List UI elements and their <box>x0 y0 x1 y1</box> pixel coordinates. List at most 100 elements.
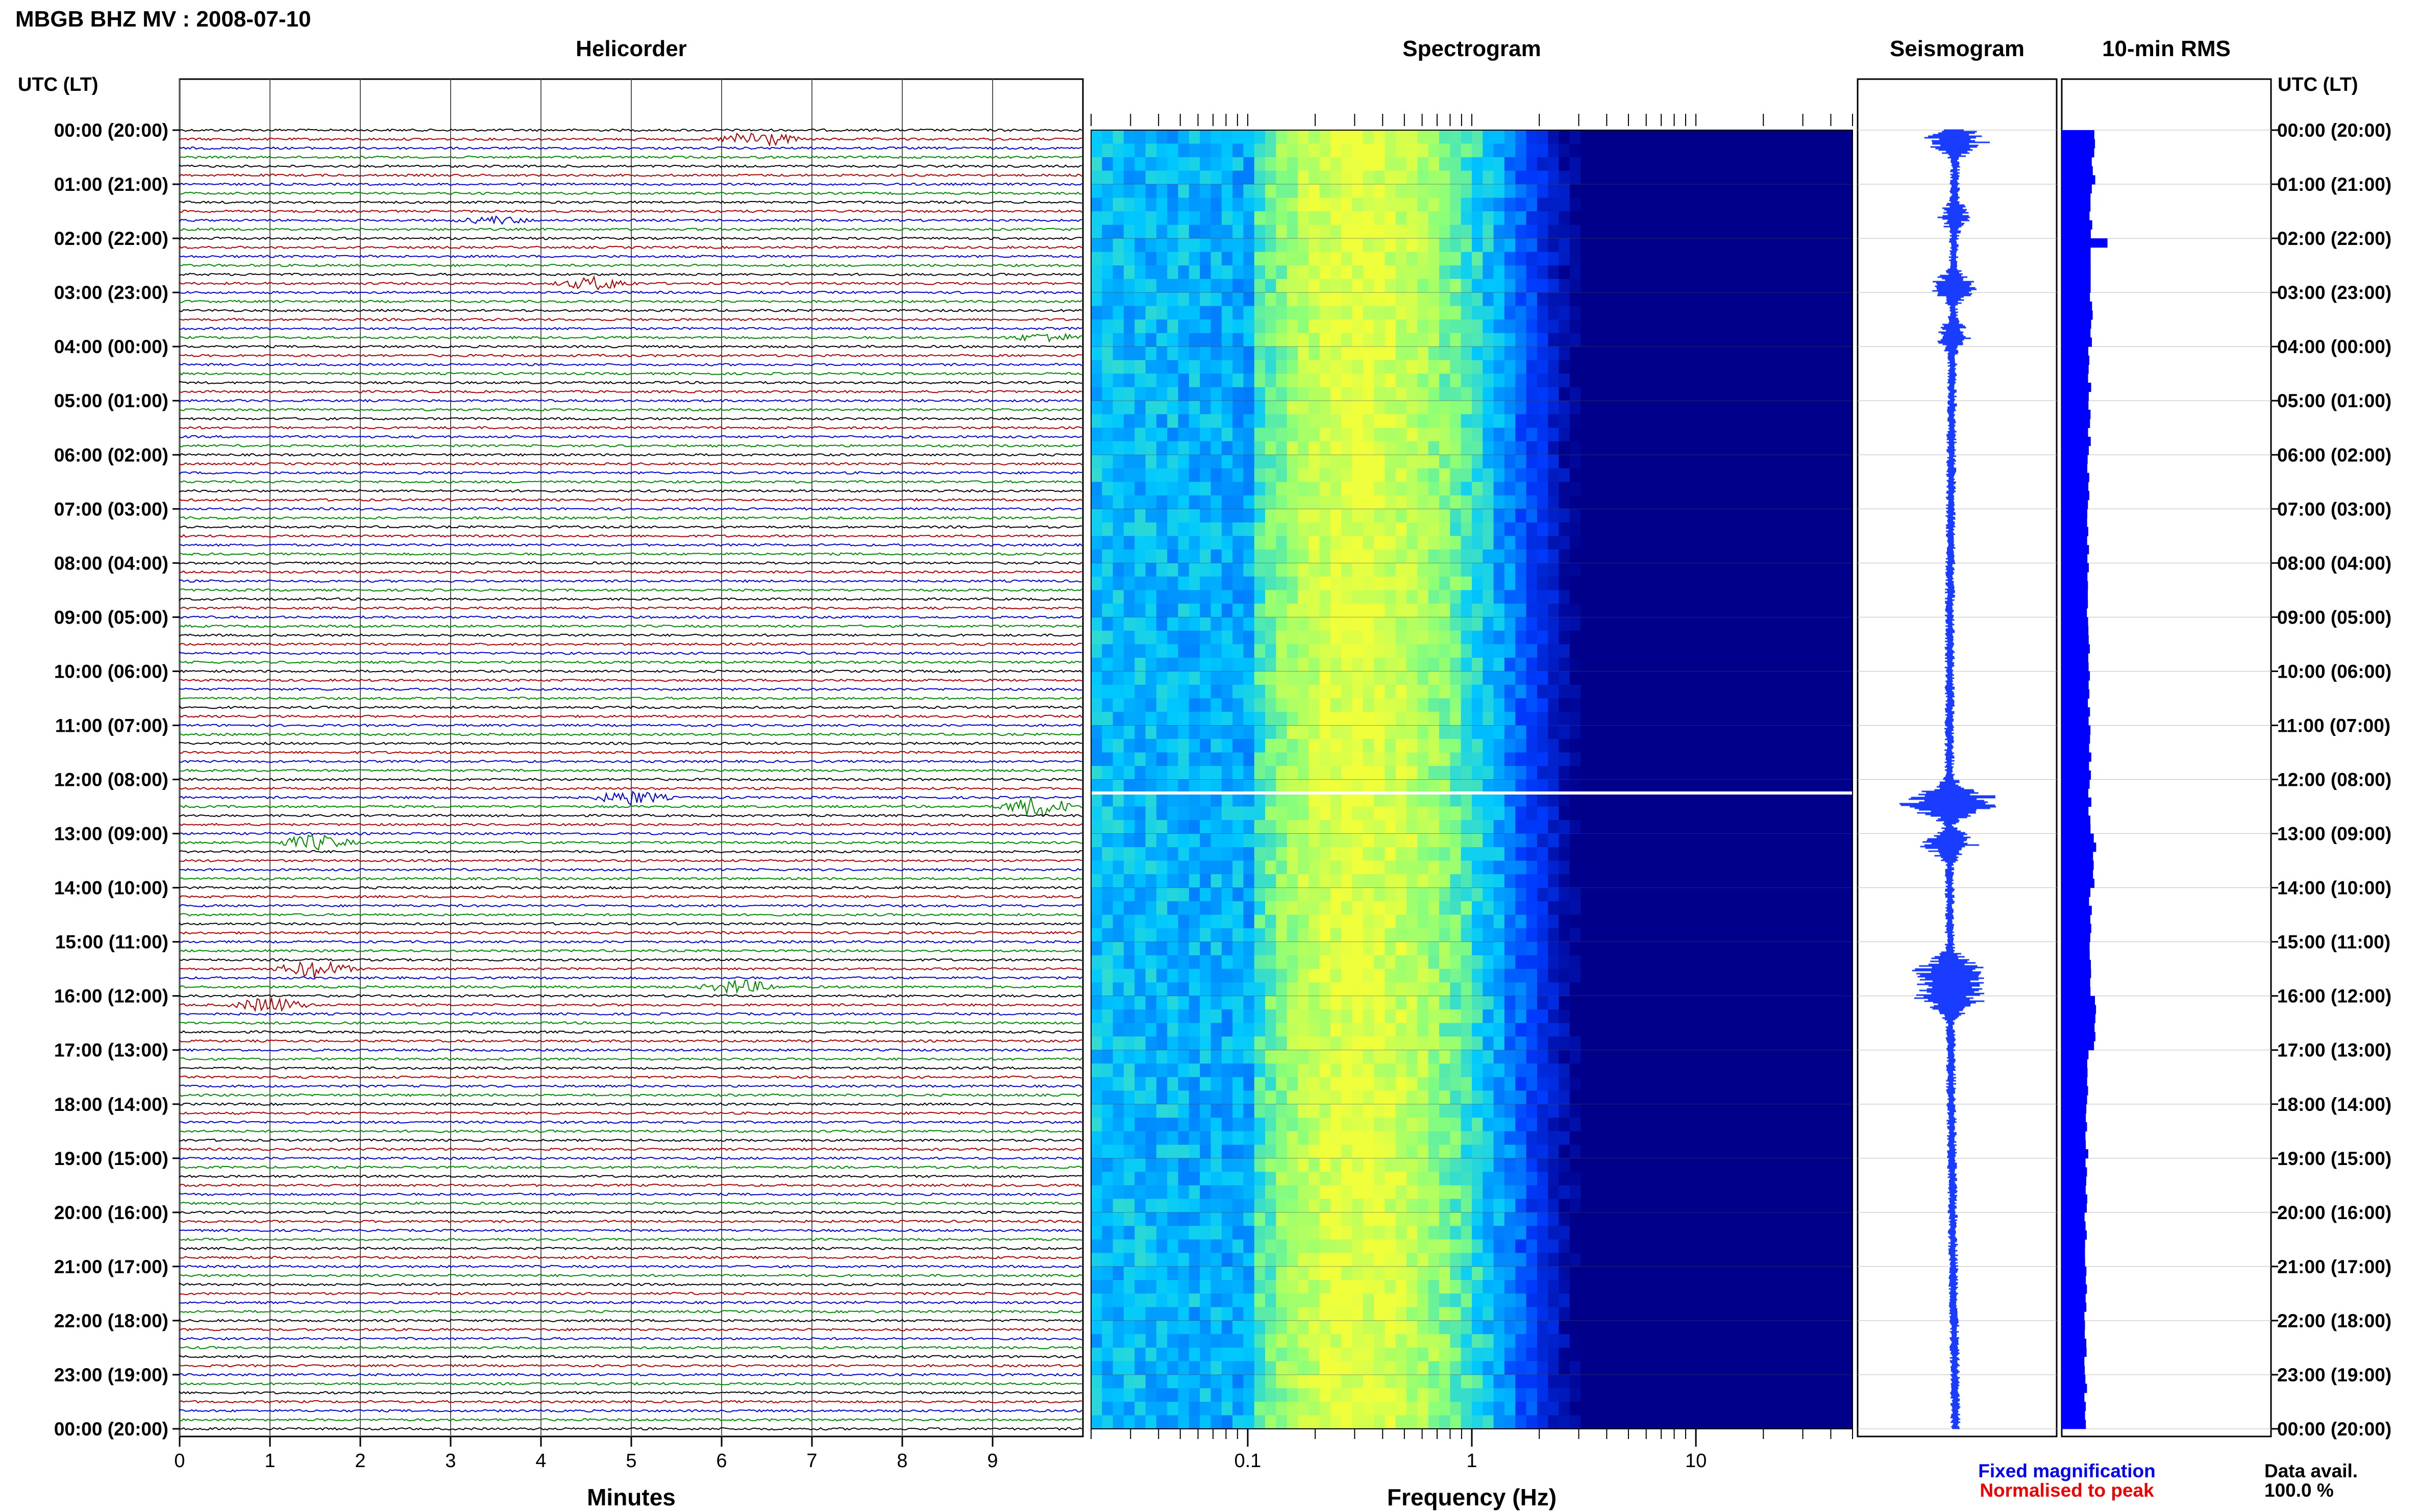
spectrogram-cell <box>1450 982 1462 997</box>
spectrogram-cell <box>1515 536 1527 550</box>
spectrogram-cell <box>1711 279 1722 293</box>
spectrogram-cell <box>1211 292 1222 307</box>
spectrogram-cell <box>1667 184 1679 199</box>
spectrogram-cell <box>1743 996 1755 1010</box>
spectrogram-cell <box>1667 387 1679 401</box>
spectrogram-cell <box>1657 711 1668 726</box>
spectrogram-cell <box>1254 684 1266 699</box>
spectrogram-cell <box>1276 617 1288 631</box>
spectrogram-cell <box>1385 211 1396 226</box>
spectrogram-cell <box>1591 1023 1603 1037</box>
spectrogram-cell <box>1559 292 1570 307</box>
spectrogram-cell <box>1537 630 1548 645</box>
spectrogram-cell <box>1537 684 1548 699</box>
spectrogram-cell <box>1591 211 1603 226</box>
spectrogram-cell <box>1178 252 1190 266</box>
spectrogram-cell <box>1374 590 1386 604</box>
spectrogram-cell <box>1395 739 1407 753</box>
spectrogram-cell <box>1265 806 1276 821</box>
spectrogram-cell <box>1363 590 1374 604</box>
spectrogram-cell <box>1113 982 1124 997</box>
spectrogram-cell <box>1211 874 1222 888</box>
spectrogram-cell <box>1581 549 1592 563</box>
spectrogram-cell <box>1319 617 1331 631</box>
spectrogram-cell <box>1515 806 1527 821</box>
spectrogram-cell <box>1341 468 1353 482</box>
spectrogram-cell <box>1309 982 1320 997</box>
spectrogram-cell <box>1472 319 1483 334</box>
spectrogram-cell <box>1395 157 1407 171</box>
spectrogram-cell <box>1276 739 1288 753</box>
spectrogram-cell <box>1276 901 1288 915</box>
spectrogram-cell <box>1483 1023 1494 1037</box>
spectrogram-cell <box>1537 1009 1548 1024</box>
spectrogram-cell <box>1113 197 1124 212</box>
spectrogram-cell <box>1831 455 1842 469</box>
spectrogram-cell <box>1733 279 1744 293</box>
spectrogram-cell <box>1309 671 1320 685</box>
spectrogram-cell <box>1722 522 1734 536</box>
spectrogram-cell <box>1743 225 1755 239</box>
spectrogram-cell <box>1417 806 1429 821</box>
spectrogram-cell <box>1548 833 1560 848</box>
spectrogram-cell <box>1569 549 1581 563</box>
spectrogram-cell <box>1722 306 1734 320</box>
spectrogram-cell <box>1211 820 1222 834</box>
spectrogram-cell <box>1493 238 1505 253</box>
spectrogram-cell <box>1776 698 1788 712</box>
spectrogram-cell <box>1472 441 1483 455</box>
spectrogram-cell <box>1689 197 1701 212</box>
spectrogram-cell <box>1417 211 1429 226</box>
spectrogram-cell <box>1363 969 1374 983</box>
spectrogram-cell <box>1298 969 1309 983</box>
spectrogram-cell <box>1798 955 1810 970</box>
spectrogram-cell <box>1657 671 1668 685</box>
spectrogram-cell <box>1787 279 1798 293</box>
spectrogram-cell <box>1483 766 1494 780</box>
spectrogram-cell <box>1461 671 1472 685</box>
spectrogram-cell <box>1374 482 1386 496</box>
spectrogram-cell <box>1363 914 1374 929</box>
spectrogram-cell <box>1145 495 1157 509</box>
spectrogram-cell <box>1689 495 1701 509</box>
spectrogram-cell <box>1352 184 1364 199</box>
spectrogram-cell <box>1689 428 1701 442</box>
spectrogram-cell <box>1646 982 1657 997</box>
spectrogram-cell <box>1123 509 1135 523</box>
spectrogram-cell <box>1461 806 1472 821</box>
spectrogram-cell <box>1569 333 1581 347</box>
spectrogram-cell <box>1363 739 1374 753</box>
spectrogram-cell <box>1167 225 1179 239</box>
spectrogram-cell <box>1374 928 1386 943</box>
spectrogram-cell <box>1178 887 1190 902</box>
spectrogram-cell <box>1569 698 1581 712</box>
spectrogram-cell <box>1472 184 1483 199</box>
spectrogram-cell <box>1820 969 1831 983</box>
spectrogram-cell <box>1330 671 1342 685</box>
spectrogram-cell <box>1178 428 1190 442</box>
spectrogram-cell <box>1395 252 1407 266</box>
spectrogram-cell <box>1395 536 1407 550</box>
spectrogram-cell <box>1211 725 1222 739</box>
spectrogram-cell <box>1113 346 1124 361</box>
spectrogram-cell <box>1526 820 1538 834</box>
spectrogram-cell <box>1700 725 1712 739</box>
spectrogram-cell <box>1667 522 1679 536</box>
spectrogram-cell <box>1319 860 1331 875</box>
spectrogram-cell <box>1798 576 1810 590</box>
helicorder-trace <box>179 850 1082 854</box>
spectrogram-cell <box>1493 468 1505 482</box>
spectrogram-cell <box>1319 1009 1331 1024</box>
spectrogram-cell <box>1428 982 1440 997</box>
spectrogram-cell <box>1167 468 1179 482</box>
spectrogram-cell <box>1265 996 1276 1010</box>
spectrogram-cell <box>1417 914 1429 929</box>
spectrogram-cell <box>1385 306 1396 320</box>
spectrogram-cell <box>1548 319 1560 334</box>
spectrogram-cell <box>1309 996 1320 1010</box>
helicorder-trace <box>179 132 1082 147</box>
spectrogram-cell <box>1646 766 1657 780</box>
spectrogram-cell <box>1591 374 1603 388</box>
spectrogram-cell <box>1559 563 1570 577</box>
helicorder-trace <box>179 146 1082 150</box>
